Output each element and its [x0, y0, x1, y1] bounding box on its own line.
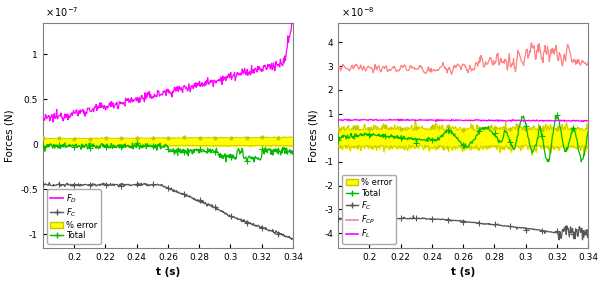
- Y-axis label: Forces (N): Forces (N): [309, 109, 319, 162]
- Text: $\times\,10^{-7}$: $\times\,10^{-7}$: [45, 5, 79, 19]
- Legend: % error, Total, $F_C$, $F_{CP}$, $F_L$: % error, Total, $F_C$, $F_{CP}$, $F_L$: [343, 175, 396, 244]
- X-axis label: t (s): t (s): [451, 267, 475, 277]
- Legend: $F_D$, $F_C$, % error, Total: $F_D$, $F_C$, % error, Total: [47, 189, 101, 244]
- Text: $\times\,10^{-8}$: $\times\,10^{-8}$: [341, 5, 374, 19]
- X-axis label: t (s): t (s): [156, 267, 180, 277]
- Y-axis label: Forces (N): Forces (N): [5, 109, 15, 162]
